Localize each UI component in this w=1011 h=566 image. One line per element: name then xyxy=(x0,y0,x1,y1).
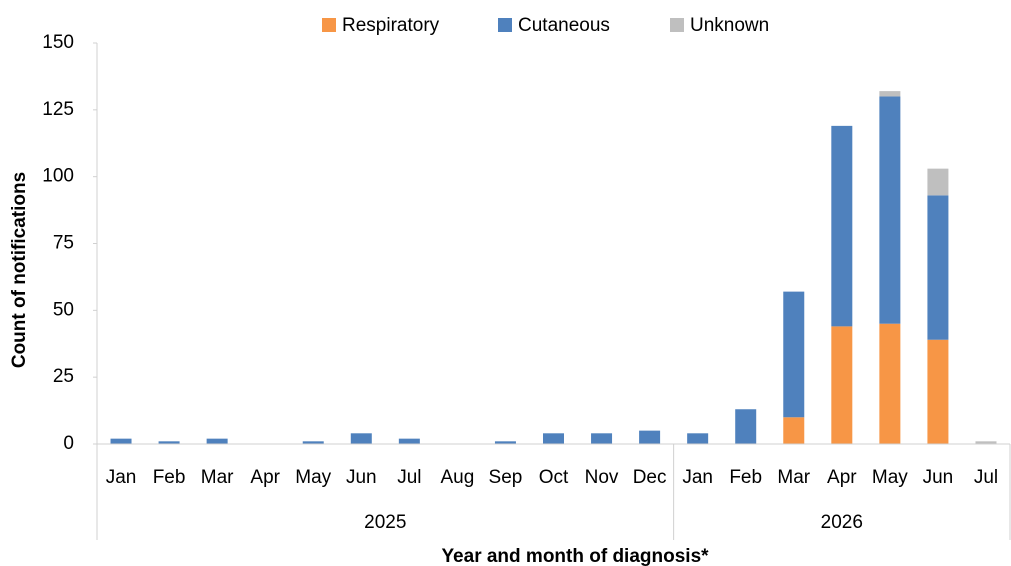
bar-segment xyxy=(927,168,949,196)
bar-segment xyxy=(783,417,805,444)
x-tick-label: Feb xyxy=(153,467,186,488)
legend-label: Cutaneous xyxy=(518,15,610,36)
y-tick-label: 50 xyxy=(53,299,74,320)
x-tick-label: Apr xyxy=(827,467,857,488)
bar-segment xyxy=(158,441,180,444)
legend-label: Unknown xyxy=(690,15,769,36)
bar-segment xyxy=(687,433,709,444)
legend-swatch xyxy=(670,18,684,32)
x-tick-label: Jul xyxy=(974,467,998,488)
bar-segment xyxy=(783,291,805,418)
x-group-label: 2025 xyxy=(364,512,406,533)
x-tick-label: Aug xyxy=(440,467,474,488)
x-tick-label: Mar xyxy=(201,467,234,488)
bar-segment xyxy=(831,326,853,444)
bar-segment xyxy=(735,409,757,444)
bar-segment xyxy=(879,323,901,444)
bar-segment xyxy=(879,96,901,324)
y-tick-label: 0 xyxy=(63,433,74,454)
bar-segment xyxy=(927,195,949,340)
x-tick-label: Jan xyxy=(106,467,137,488)
x-tick-label: Jul xyxy=(397,467,421,488)
x-axis-title: Year and month of diagnosis* xyxy=(441,546,709,566)
bar-segment xyxy=(206,438,228,444)
legend-swatch xyxy=(322,18,336,32)
y-axis-title: Count of notifications xyxy=(9,172,30,368)
bar-segment xyxy=(927,339,949,444)
legend-swatch xyxy=(498,18,512,32)
y-tick-label: 100 xyxy=(42,166,74,187)
bar-segment xyxy=(639,430,661,444)
x-tick-label: Nov xyxy=(585,467,619,488)
x-group-label: 2026 xyxy=(821,512,863,533)
x-tick-label: May xyxy=(295,467,331,488)
x-tick-label: Feb xyxy=(729,467,762,488)
bar-segment xyxy=(879,91,901,97)
x-tick-label: Mar xyxy=(777,467,810,488)
x-tick-label: Apr xyxy=(250,467,280,488)
bar-segment xyxy=(110,438,132,444)
y-tick-label: 75 xyxy=(53,233,74,254)
x-tick-label: Jun xyxy=(346,467,377,488)
bar-segment xyxy=(350,433,372,444)
x-tick-label: Jan xyxy=(682,467,713,488)
bar-segment xyxy=(494,441,516,444)
bar-segment xyxy=(543,433,564,444)
bar-segment xyxy=(831,125,853,327)
bar-segment xyxy=(975,441,997,444)
bar-segment xyxy=(302,441,324,444)
x-tick-label: Sep xyxy=(489,467,523,488)
bar-segment xyxy=(398,438,420,444)
x-tick-label: Dec xyxy=(633,467,667,488)
x-tick-label: Jun xyxy=(923,467,954,488)
x-tick-label: May xyxy=(872,467,908,488)
y-tick-label: 150 xyxy=(42,32,74,53)
bar-segment xyxy=(591,433,613,444)
y-tick-label: 125 xyxy=(42,99,74,120)
y-tick-label: 25 xyxy=(53,366,74,387)
legend-label: Respiratory xyxy=(342,15,440,36)
x-tick-label: Oct xyxy=(539,467,569,488)
